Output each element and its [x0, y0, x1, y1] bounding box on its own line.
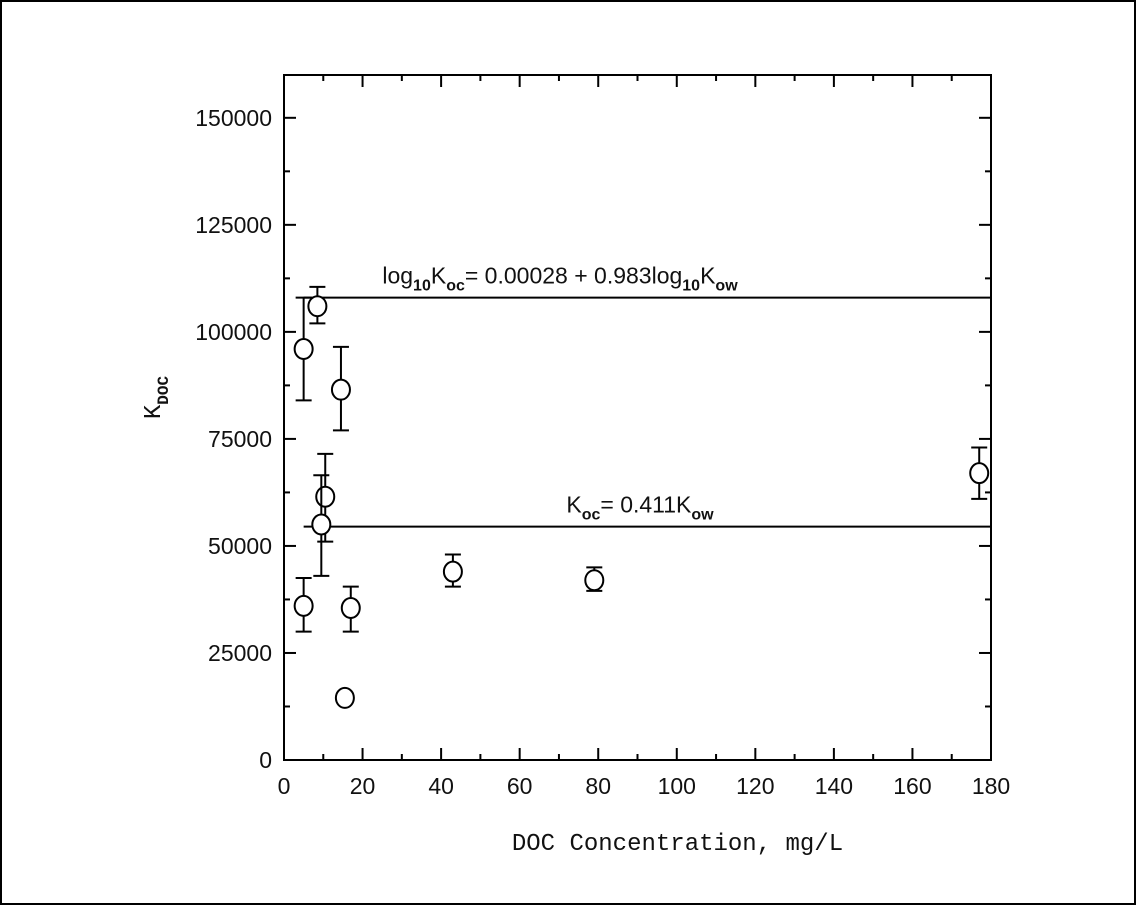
data-point — [340, 585, 361, 633]
data-marker — [442, 560, 463, 583]
y-tick-label: 125000 — [195, 212, 272, 238]
reference-line-label: Koc= 0.411Kow — [566, 492, 714, 524]
x-tick-label: 40 — [428, 773, 454, 799]
data-marker — [334, 686, 355, 709]
equation-subscript: 10 — [413, 278, 431, 295]
data-points — [293, 285, 990, 709]
data-point — [584, 566, 605, 592]
y-tick-label: 0 — [259, 747, 272, 773]
equation-text: = 0.00028 + 0.983log — [465, 263, 682, 289]
y-axis-title: KDOC — [141, 376, 173, 420]
y-axis-title-main: K — [141, 404, 168, 419]
equation-text: K — [566, 492, 582, 518]
x-tick-label: 20 — [350, 773, 376, 799]
x-tick-label: 160 — [893, 773, 931, 799]
data-marker — [315, 485, 336, 508]
x-tick-label: 0 — [278, 773, 291, 799]
y-tick-label: 150000 — [195, 105, 272, 131]
y-tick-label: 25000 — [208, 640, 272, 666]
reference-line-label: log10Koc= 0.00028 + 0.983log10Kow — [382, 263, 738, 295]
x-axis-title: DOC Concentration, mg/L — [512, 831, 843, 858]
x-tick-label: 60 — [507, 773, 533, 799]
y-tick-label: 75000 — [208, 426, 272, 452]
plot-area-border — [283, 74, 992, 761]
equation-text: K — [700, 263, 716, 289]
data-marker — [311, 513, 332, 536]
equation-subscript: ow — [691, 507, 714, 524]
data-marker — [293, 594, 314, 617]
equation-subscript: ow — [715, 278, 738, 295]
y-axis-title-sub: DOC — [155, 376, 173, 405]
data-point — [330, 345, 351, 432]
data-marker — [969, 462, 990, 485]
equation-text: K — [431, 263, 447, 289]
axis-ticks — [283, 75, 992, 761]
equation-subscript: oc — [446, 278, 465, 295]
x-tick-label: 100 — [658, 773, 696, 799]
equation-text: = 0.411K — [600, 492, 692, 518]
x-tick-label: 180 — [972, 773, 1010, 799]
x-tick-label: 120 — [736, 773, 774, 799]
y-tick-label: 50000 — [208, 533, 272, 559]
equation-subscript: oc — [582, 507, 601, 524]
data-point — [293, 296, 314, 402]
data-point — [293, 577, 314, 633]
tick-labels: 0 20 40 60 80 100 120 140 160 180 0 25000 50000 75000… — [195, 105, 1010, 799]
data-marker — [307, 295, 328, 318]
x-tick-label: 140 — [815, 773, 853, 799]
equation-text: log — [382, 263, 413, 289]
equation-subscript: 10 — [682, 278, 700, 295]
data-point — [334, 686, 355, 709]
data-marker — [293, 338, 314, 360]
y-tick-label: 100000 — [195, 319, 272, 345]
data-marker — [340, 597, 361, 620]
data-marker — [330, 378, 351, 401]
data-point — [969, 446, 990, 500]
x-tick-label: 80 — [585, 773, 611, 799]
data-point — [442, 553, 463, 588]
data-point — [311, 474, 332, 577]
data-point — [307, 285, 328, 325]
data-marker — [584, 569, 605, 592]
